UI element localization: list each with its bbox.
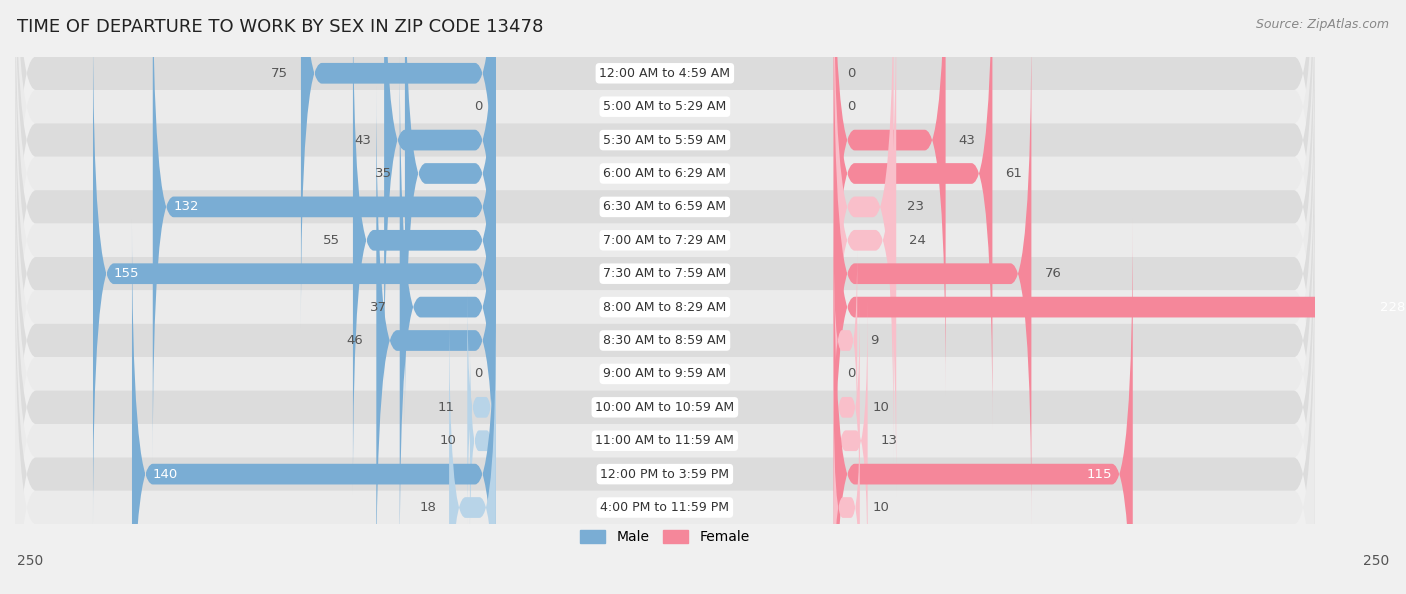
FancyBboxPatch shape xyxy=(377,84,496,594)
FancyBboxPatch shape xyxy=(301,0,496,330)
Text: 4:00 PM to 11:59 PM: 4:00 PM to 11:59 PM xyxy=(600,501,730,514)
FancyBboxPatch shape xyxy=(15,56,1315,558)
Text: 132: 132 xyxy=(173,200,200,213)
Text: 12:00 AM to 4:59 AM: 12:00 AM to 4:59 AM xyxy=(599,67,730,80)
Text: 43: 43 xyxy=(354,134,371,147)
Text: 11: 11 xyxy=(437,401,454,414)
FancyBboxPatch shape xyxy=(834,0,894,464)
FancyBboxPatch shape xyxy=(399,50,496,564)
FancyBboxPatch shape xyxy=(834,0,896,497)
FancyBboxPatch shape xyxy=(405,0,496,431)
Text: 0: 0 xyxy=(846,100,855,113)
FancyBboxPatch shape xyxy=(353,0,496,497)
Legend: Male, Female: Male, Female xyxy=(575,525,755,550)
Text: 9: 9 xyxy=(870,334,879,347)
FancyBboxPatch shape xyxy=(15,190,1315,594)
Text: 140: 140 xyxy=(153,467,179,481)
Text: 23: 23 xyxy=(907,200,924,213)
FancyBboxPatch shape xyxy=(467,289,496,526)
FancyBboxPatch shape xyxy=(384,0,496,397)
FancyBboxPatch shape xyxy=(93,17,496,530)
FancyBboxPatch shape xyxy=(15,223,1315,594)
FancyBboxPatch shape xyxy=(15,90,1315,591)
Text: 6:30 AM to 6:59 AM: 6:30 AM to 6:59 AM xyxy=(603,200,727,213)
Text: 10: 10 xyxy=(873,501,890,514)
FancyBboxPatch shape xyxy=(834,299,868,582)
FancyBboxPatch shape xyxy=(15,124,1315,594)
FancyBboxPatch shape xyxy=(15,0,1315,491)
Text: 18: 18 xyxy=(419,501,436,514)
Text: 46: 46 xyxy=(346,334,363,347)
FancyBboxPatch shape xyxy=(15,0,1315,324)
Text: 10:00 AM to 10:59 AM: 10:00 AM to 10:59 AM xyxy=(595,401,734,414)
Text: 37: 37 xyxy=(370,301,387,314)
FancyBboxPatch shape xyxy=(15,0,1315,424)
Text: 250: 250 xyxy=(1362,554,1389,568)
Text: 12:00 PM to 3:59 PM: 12:00 PM to 3:59 PM xyxy=(600,467,730,481)
Text: 7:30 AM to 7:59 AM: 7:30 AM to 7:59 AM xyxy=(603,267,727,280)
Text: Source: ZipAtlas.com: Source: ZipAtlas.com xyxy=(1256,18,1389,31)
Text: 35: 35 xyxy=(375,167,392,180)
FancyBboxPatch shape xyxy=(834,0,993,431)
Text: 250: 250 xyxy=(17,554,44,568)
FancyBboxPatch shape xyxy=(15,0,1315,357)
FancyBboxPatch shape xyxy=(834,0,946,397)
FancyBboxPatch shape xyxy=(834,217,1133,594)
Text: 0: 0 xyxy=(846,368,855,380)
Text: 76: 76 xyxy=(1045,267,1062,280)
FancyBboxPatch shape xyxy=(834,246,858,435)
Text: 8:30 AM to 8:59 AM: 8:30 AM to 8:59 AM xyxy=(603,334,727,347)
FancyBboxPatch shape xyxy=(834,17,1032,530)
FancyBboxPatch shape xyxy=(153,0,496,464)
FancyBboxPatch shape xyxy=(449,308,496,594)
Text: 5:00 AM to 5:29 AM: 5:00 AM to 5:29 AM xyxy=(603,100,727,113)
Text: 6:00 AM to 6:29 AM: 6:00 AM to 6:29 AM xyxy=(603,167,727,180)
FancyBboxPatch shape xyxy=(15,257,1315,594)
FancyBboxPatch shape xyxy=(132,217,496,594)
Text: 13: 13 xyxy=(880,434,897,447)
Text: 155: 155 xyxy=(114,267,139,280)
Text: 43: 43 xyxy=(959,134,976,147)
Text: 75: 75 xyxy=(271,67,288,80)
FancyBboxPatch shape xyxy=(834,301,860,514)
Text: 7:00 AM to 7:29 AM: 7:00 AM to 7:29 AM xyxy=(603,234,727,247)
Text: 0: 0 xyxy=(846,67,855,80)
Text: 24: 24 xyxy=(910,234,927,247)
Text: 55: 55 xyxy=(323,234,340,247)
Text: 8:00 AM to 8:29 AM: 8:00 AM to 8:29 AM xyxy=(603,301,727,314)
Text: 0: 0 xyxy=(475,368,482,380)
FancyBboxPatch shape xyxy=(834,401,860,594)
Text: 10: 10 xyxy=(873,401,890,414)
Text: 9:00 AM to 9:59 AM: 9:00 AM to 9:59 AM xyxy=(603,368,727,380)
Text: 5:30 AM to 5:59 AM: 5:30 AM to 5:59 AM xyxy=(603,134,727,147)
FancyBboxPatch shape xyxy=(834,50,1406,564)
Text: 11:00 AM to 11:59 AM: 11:00 AM to 11:59 AM xyxy=(595,434,734,447)
Text: TIME OF DEPARTURE TO WORK BY SEX IN ZIP CODE 13478: TIME OF DEPARTURE TO WORK BY SEX IN ZIP … xyxy=(17,18,543,36)
FancyBboxPatch shape xyxy=(15,23,1315,525)
Text: 228: 228 xyxy=(1381,301,1406,314)
FancyBboxPatch shape xyxy=(15,0,1315,391)
FancyBboxPatch shape xyxy=(15,157,1315,594)
Text: 10: 10 xyxy=(440,434,457,447)
FancyBboxPatch shape xyxy=(15,0,1315,457)
FancyBboxPatch shape xyxy=(470,334,496,547)
Text: 0: 0 xyxy=(475,100,482,113)
Text: 115: 115 xyxy=(1087,467,1112,481)
Text: 61: 61 xyxy=(1005,167,1022,180)
